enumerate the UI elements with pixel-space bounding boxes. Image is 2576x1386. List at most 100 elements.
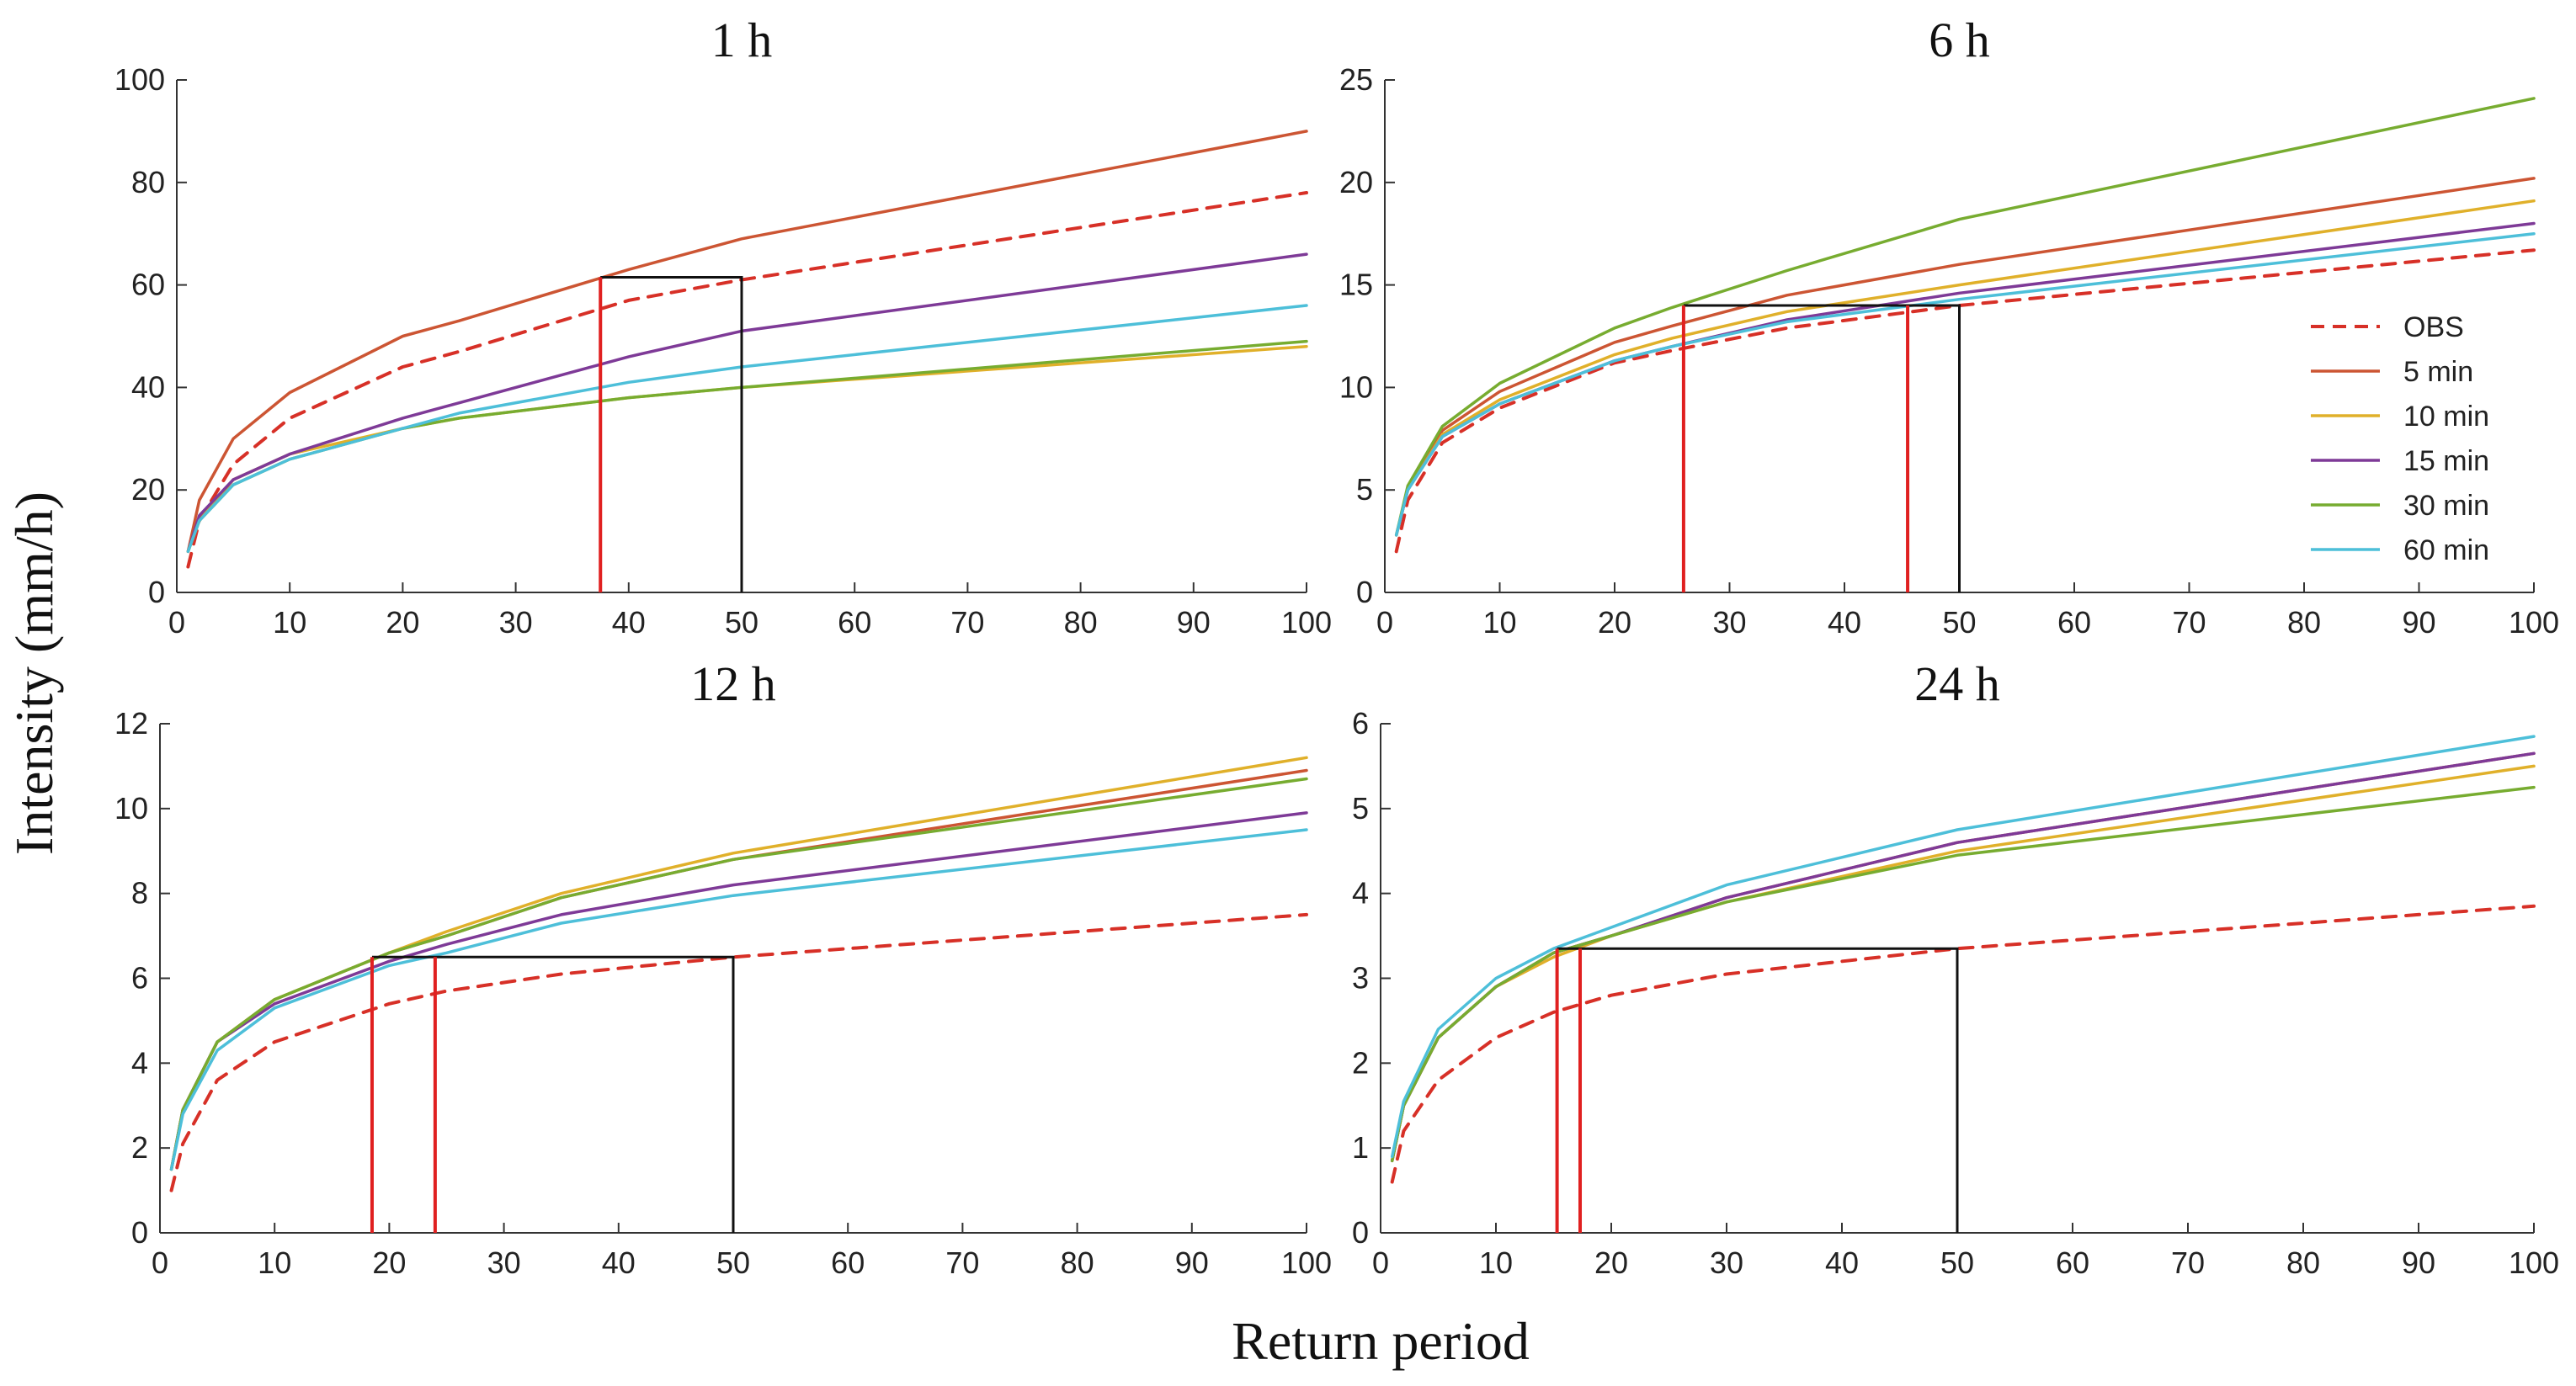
y-tick-label: 4: [131, 1045, 148, 1080]
x-tick-label: 100: [2509, 605, 2559, 640]
y-tick-label: 5: [1352, 791, 1369, 826]
x-tick-label: 40: [612, 605, 646, 640]
x-tick-label: 30: [1712, 605, 1746, 640]
x-tick-label: 30: [499, 605, 533, 640]
x-tick-label: 60: [2057, 605, 2091, 640]
legend-label: 60 min: [2403, 534, 2489, 566]
x-tick-label: 100: [1281, 1245, 1332, 1280]
return-period-box: [600, 275, 743, 592]
y-tick-label: 0: [131, 1215, 148, 1250]
series-line-30-min: [169, 777, 1308, 1171]
y-tick-label: 3: [1352, 961, 1369, 996]
panel-title: 12 h: [690, 656, 776, 711]
series-line-60-min: [1390, 735, 2536, 1159]
y-tick-label: 20: [131, 472, 165, 507]
panel-1h: 1 h 0 10 20 30 40 50 60 70 80 90 100 0 20 40 60 80 100: [114, 13, 1332, 640]
y-tick-label: 40: [131, 369, 165, 404]
x-tick-label: 10: [258, 1245, 291, 1280]
x-tick-label: 80: [1061, 1245, 1094, 1280]
panel-title: 24 h: [1914, 656, 2000, 711]
legend-label: 5 min: [2403, 356, 2473, 388]
x-tick-label: 90: [2402, 1245, 2435, 1280]
x-tick-label: 40: [602, 1245, 636, 1280]
y-tick-label: 6: [131, 961, 148, 996]
x-tick-label: 10: [1479, 1245, 1513, 1280]
x-tick-label: 0: [168, 605, 185, 640]
y-tick-label: 2: [131, 1130, 148, 1165]
series-line-60-min: [169, 828, 1308, 1171]
y-tick-label: 6: [1352, 706, 1369, 741]
legend-label: 10 min: [2403, 401, 2489, 433]
x-tick-label: 70: [945, 1245, 979, 1280]
series-line-15-min: [186, 252, 1308, 554]
legend: OBS 5 min 10 min 15 min 30 min 60 min: [2311, 311, 2489, 566]
x-tick-label: 50: [725, 605, 758, 640]
y-tick-label: 1: [1352, 1130, 1369, 1165]
x-tick-label: 60: [838, 605, 871, 640]
x-tick-label: 0: [152, 1245, 168, 1280]
series-line-obs: [169, 912, 1308, 1192]
panel-6h: 6 h 0 10 20 30 40 50 60 70 80 90 100 0 5 10 15 20 25: [1339, 13, 2559, 640]
y-tick-label: 15: [1339, 268, 1373, 302]
series-line-5-min: [186, 130, 1308, 554]
x-tick-label: 20: [372, 1245, 406, 1280]
x-tick-label: 20: [386, 605, 419, 640]
x-tick-label: 50: [1942, 605, 1976, 640]
legend-label: OBS: [2403, 311, 2464, 343]
y-tick-label: 20: [1339, 165, 1373, 199]
x-tick-label: 50: [1940, 1245, 1974, 1280]
return-period-box: [1683, 304, 1961, 592]
panel-12h: 12 h 0 10 20 30 40 50 60 70 80 90 100 0 2 4 6 8 10 12: [114, 656, 1332, 1280]
x-tick-label: 30: [1710, 1245, 1743, 1280]
y-tick-label: 80: [131, 165, 165, 199]
x-tick-label: 70: [2172, 605, 2206, 640]
y-tick-label: 2: [1352, 1045, 1369, 1080]
x-tick-label: 10: [1482, 605, 1516, 640]
y-axis-label: Intensity (mm/h): [4, 491, 64, 855]
x-tick-label: 80: [2287, 605, 2321, 640]
x-tick-label: 70: [2171, 1245, 2205, 1280]
x-tick-label: 10: [273, 605, 306, 640]
x-tick-label: 30: [487, 1245, 521, 1280]
x-tick-label: 80: [2286, 1245, 2320, 1280]
series-line-60-min: [186, 304, 1308, 554]
x-axis-label: Return period: [1232, 1311, 1530, 1371]
y-tick-label: 5: [1356, 472, 1373, 507]
x-tick-label: 20: [1594, 1245, 1628, 1280]
return-period-box: [371, 955, 735, 1233]
y-tick-label: 25: [1339, 62, 1373, 97]
x-tick-label: 70: [950, 605, 984, 640]
x-tick-label: 90: [1175, 1245, 1209, 1280]
x-tick-label: 90: [2402, 605, 2435, 640]
series-line-30-min: [1394, 97, 2536, 537]
y-tick-label: 100: [114, 62, 165, 97]
panel-24h: 24 h 0 10 20 30 40 50 60 70 80 90 100 0 1 2 3 4 5 6: [1352, 656, 2559, 1280]
x-tick-label: 0: [1376, 605, 1393, 640]
y-tick-label: 4: [1352, 876, 1369, 911]
legend-label: 30 min: [2403, 490, 2489, 522]
x-tick-label: 40: [1828, 605, 1861, 640]
panel-title: 1 h: [711, 13, 773, 67]
x-tick-label: 90: [1177, 605, 1211, 640]
x-tick-label: 0: [1372, 1245, 1389, 1280]
panel-title: 6 h: [1929, 13, 1990, 67]
x-tick-label: 100: [1281, 605, 1332, 640]
y-tick-label: 10: [1339, 369, 1373, 404]
y-tick-label: 0: [1352, 1215, 1369, 1250]
x-tick-label: 40: [1825, 1245, 1859, 1280]
series-line-30-min: [1390, 785, 2536, 1163]
x-tick-label: 20: [1598, 605, 1631, 640]
y-tick-label: 8: [131, 876, 148, 911]
y-tick-label: 12: [114, 706, 148, 741]
y-tick-label: 0: [148, 575, 165, 609]
series-line-obs: [1394, 248, 2536, 554]
x-tick-label: 80: [1064, 605, 1098, 640]
series-line-60-min: [1394, 231, 2536, 537]
x-tick-label: 100: [2509, 1245, 2559, 1280]
y-tick-label: 10: [114, 791, 148, 826]
y-tick-label: 60: [131, 268, 165, 302]
x-tick-label: 60: [831, 1245, 865, 1280]
y-tick-label: 0: [1356, 575, 1373, 609]
x-tick-label: 50: [716, 1245, 750, 1280]
